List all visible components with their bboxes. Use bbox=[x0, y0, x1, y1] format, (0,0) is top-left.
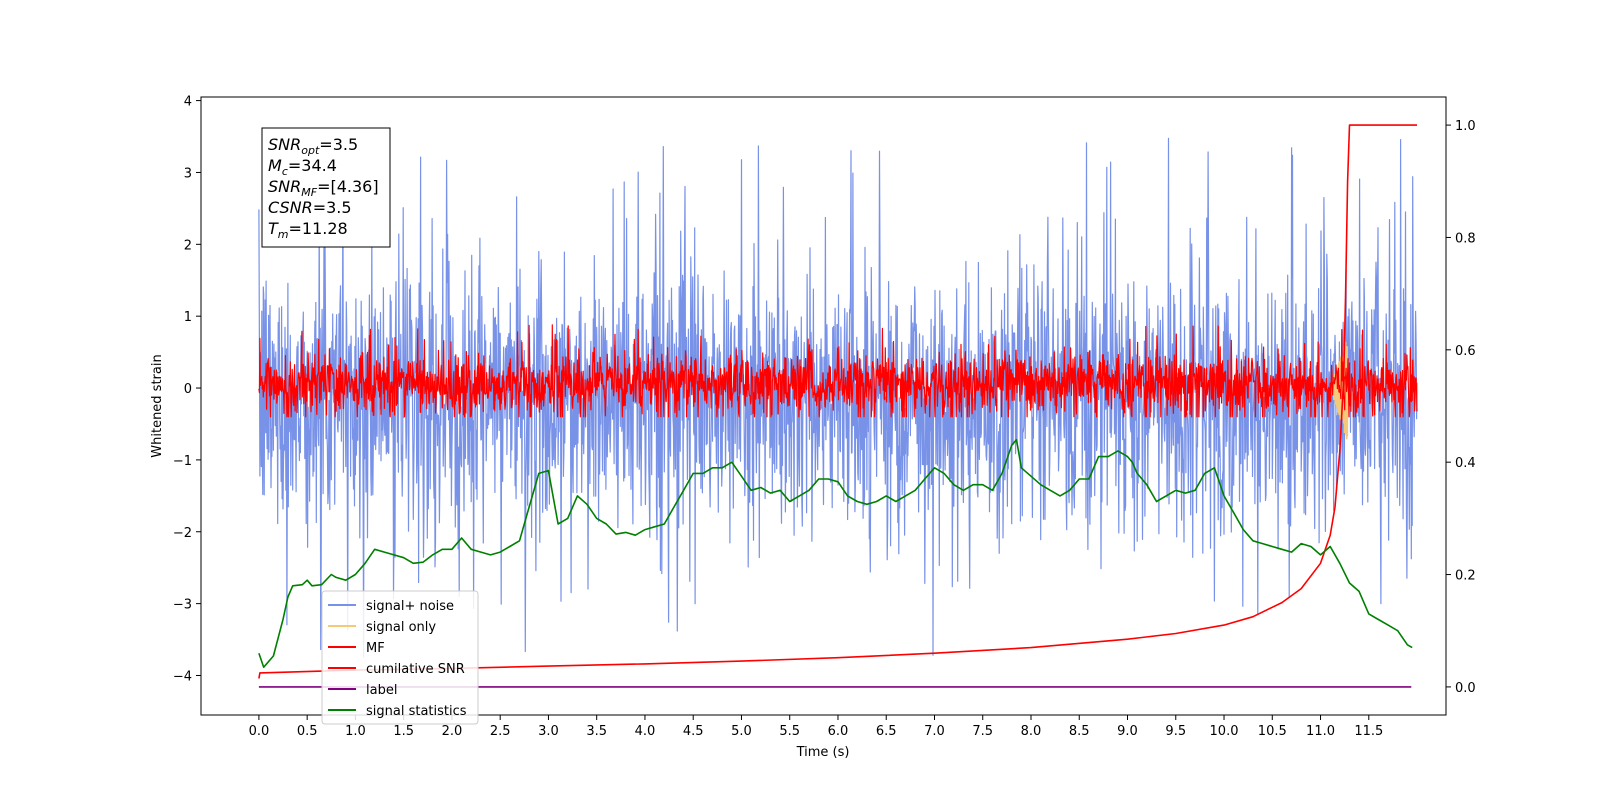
x-axis-label: Time (s) bbox=[796, 745, 850, 760]
y-tick-label: −4 bbox=[173, 669, 192, 684]
y-tick-label: −3 bbox=[173, 598, 192, 613]
legend-label: signal+ noise bbox=[366, 599, 454, 614]
x-tick-label: 4.5 bbox=[683, 724, 704, 739]
y2-tick-label: 0.0 bbox=[1455, 681, 1476, 696]
y2-tick-label: 1.0 bbox=[1455, 119, 1476, 134]
series-line-cumilative-snr bbox=[258, 124, 1417, 679]
x-tick-label: 1.5 bbox=[393, 724, 414, 739]
x-tick-label: 10.0 bbox=[1210, 724, 1239, 739]
y-tick-label: 3 bbox=[184, 166, 192, 181]
x-tick-label: 4.0 bbox=[635, 724, 656, 739]
x-tick-label: 7.5 bbox=[972, 724, 993, 739]
info-line: SNRMF=[4.36] bbox=[268, 177, 379, 199]
x-tick-label: 6.5 bbox=[876, 724, 897, 739]
info-line: CSNR=3.5 bbox=[268, 198, 352, 217]
x-tick-label: 5.0 bbox=[731, 724, 752, 739]
x-tick-label: 3.0 bbox=[538, 724, 559, 739]
x-tick-label: 11.0 bbox=[1306, 724, 1335, 739]
x-tick-label: 9.0 bbox=[1117, 724, 1138, 739]
y-tick-label: 4 bbox=[184, 95, 192, 110]
info-line: Mc=34.4 bbox=[268, 156, 337, 178]
legend-frame bbox=[321, 590, 479, 725]
y-tick-label: 0 bbox=[184, 382, 192, 397]
legend-label: signal only bbox=[366, 620, 436, 635]
y-tick-label: −1 bbox=[173, 454, 192, 469]
y2-tick-label: 0.2 bbox=[1455, 569, 1476, 584]
y-tick-label: 1 bbox=[184, 310, 192, 325]
series-line-signal-noise bbox=[258, 137, 1418, 658]
x-tick-label: 0.0 bbox=[249, 724, 270, 739]
y2-tick-label: 0.6 bbox=[1455, 344, 1476, 359]
info-line: SNRopt=3.5 bbox=[268, 135, 358, 157]
x-tick-label: 7.0 bbox=[924, 724, 945, 739]
x-tick-label: 8.0 bbox=[1021, 724, 1042, 739]
info-line: Tm=11.28 bbox=[268, 219, 348, 241]
series-line-signal-statistics bbox=[258, 438, 1413, 668]
legend: signal+ noise signal only MF cumilative SNR… bbox=[321, 590, 479, 725]
x-tick-label: 6.0 bbox=[828, 724, 849, 739]
y2-tick-label: 0.8 bbox=[1455, 231, 1476, 246]
x-tick-label: 1.0 bbox=[345, 724, 366, 739]
x-tick-label: 2.5 bbox=[490, 724, 511, 739]
series-line-mf bbox=[258, 324, 1418, 418]
info-box-frame bbox=[261, 127, 391, 248]
x-tick-label: 5.5 bbox=[779, 724, 800, 739]
y-tick-label: 2 bbox=[184, 238, 192, 253]
y-axis-label: Whitened strain bbox=[150, 354, 165, 457]
x-tick-label: 11.5 bbox=[1354, 724, 1383, 739]
x-tick-label: 0.5 bbox=[297, 724, 318, 739]
legend-label: MF bbox=[366, 641, 385, 656]
legend-label: signal statistics bbox=[366, 704, 467, 719]
x-tick-label: 3.5 bbox=[586, 724, 607, 739]
x-tick-label: 9.5 bbox=[1165, 724, 1186, 739]
x-tick-label: 8.5 bbox=[1069, 724, 1090, 739]
legend-label: cumilative SNR bbox=[366, 662, 465, 677]
plot-frame bbox=[200, 96, 1447, 716]
x-tick-label: 10.5 bbox=[1258, 724, 1287, 739]
x-tick-label: 2.0 bbox=[442, 724, 463, 739]
y-tick-label: −2 bbox=[173, 526, 192, 541]
y2-tick-label: 0.4 bbox=[1455, 456, 1476, 471]
legend-label: label bbox=[366, 683, 397, 698]
